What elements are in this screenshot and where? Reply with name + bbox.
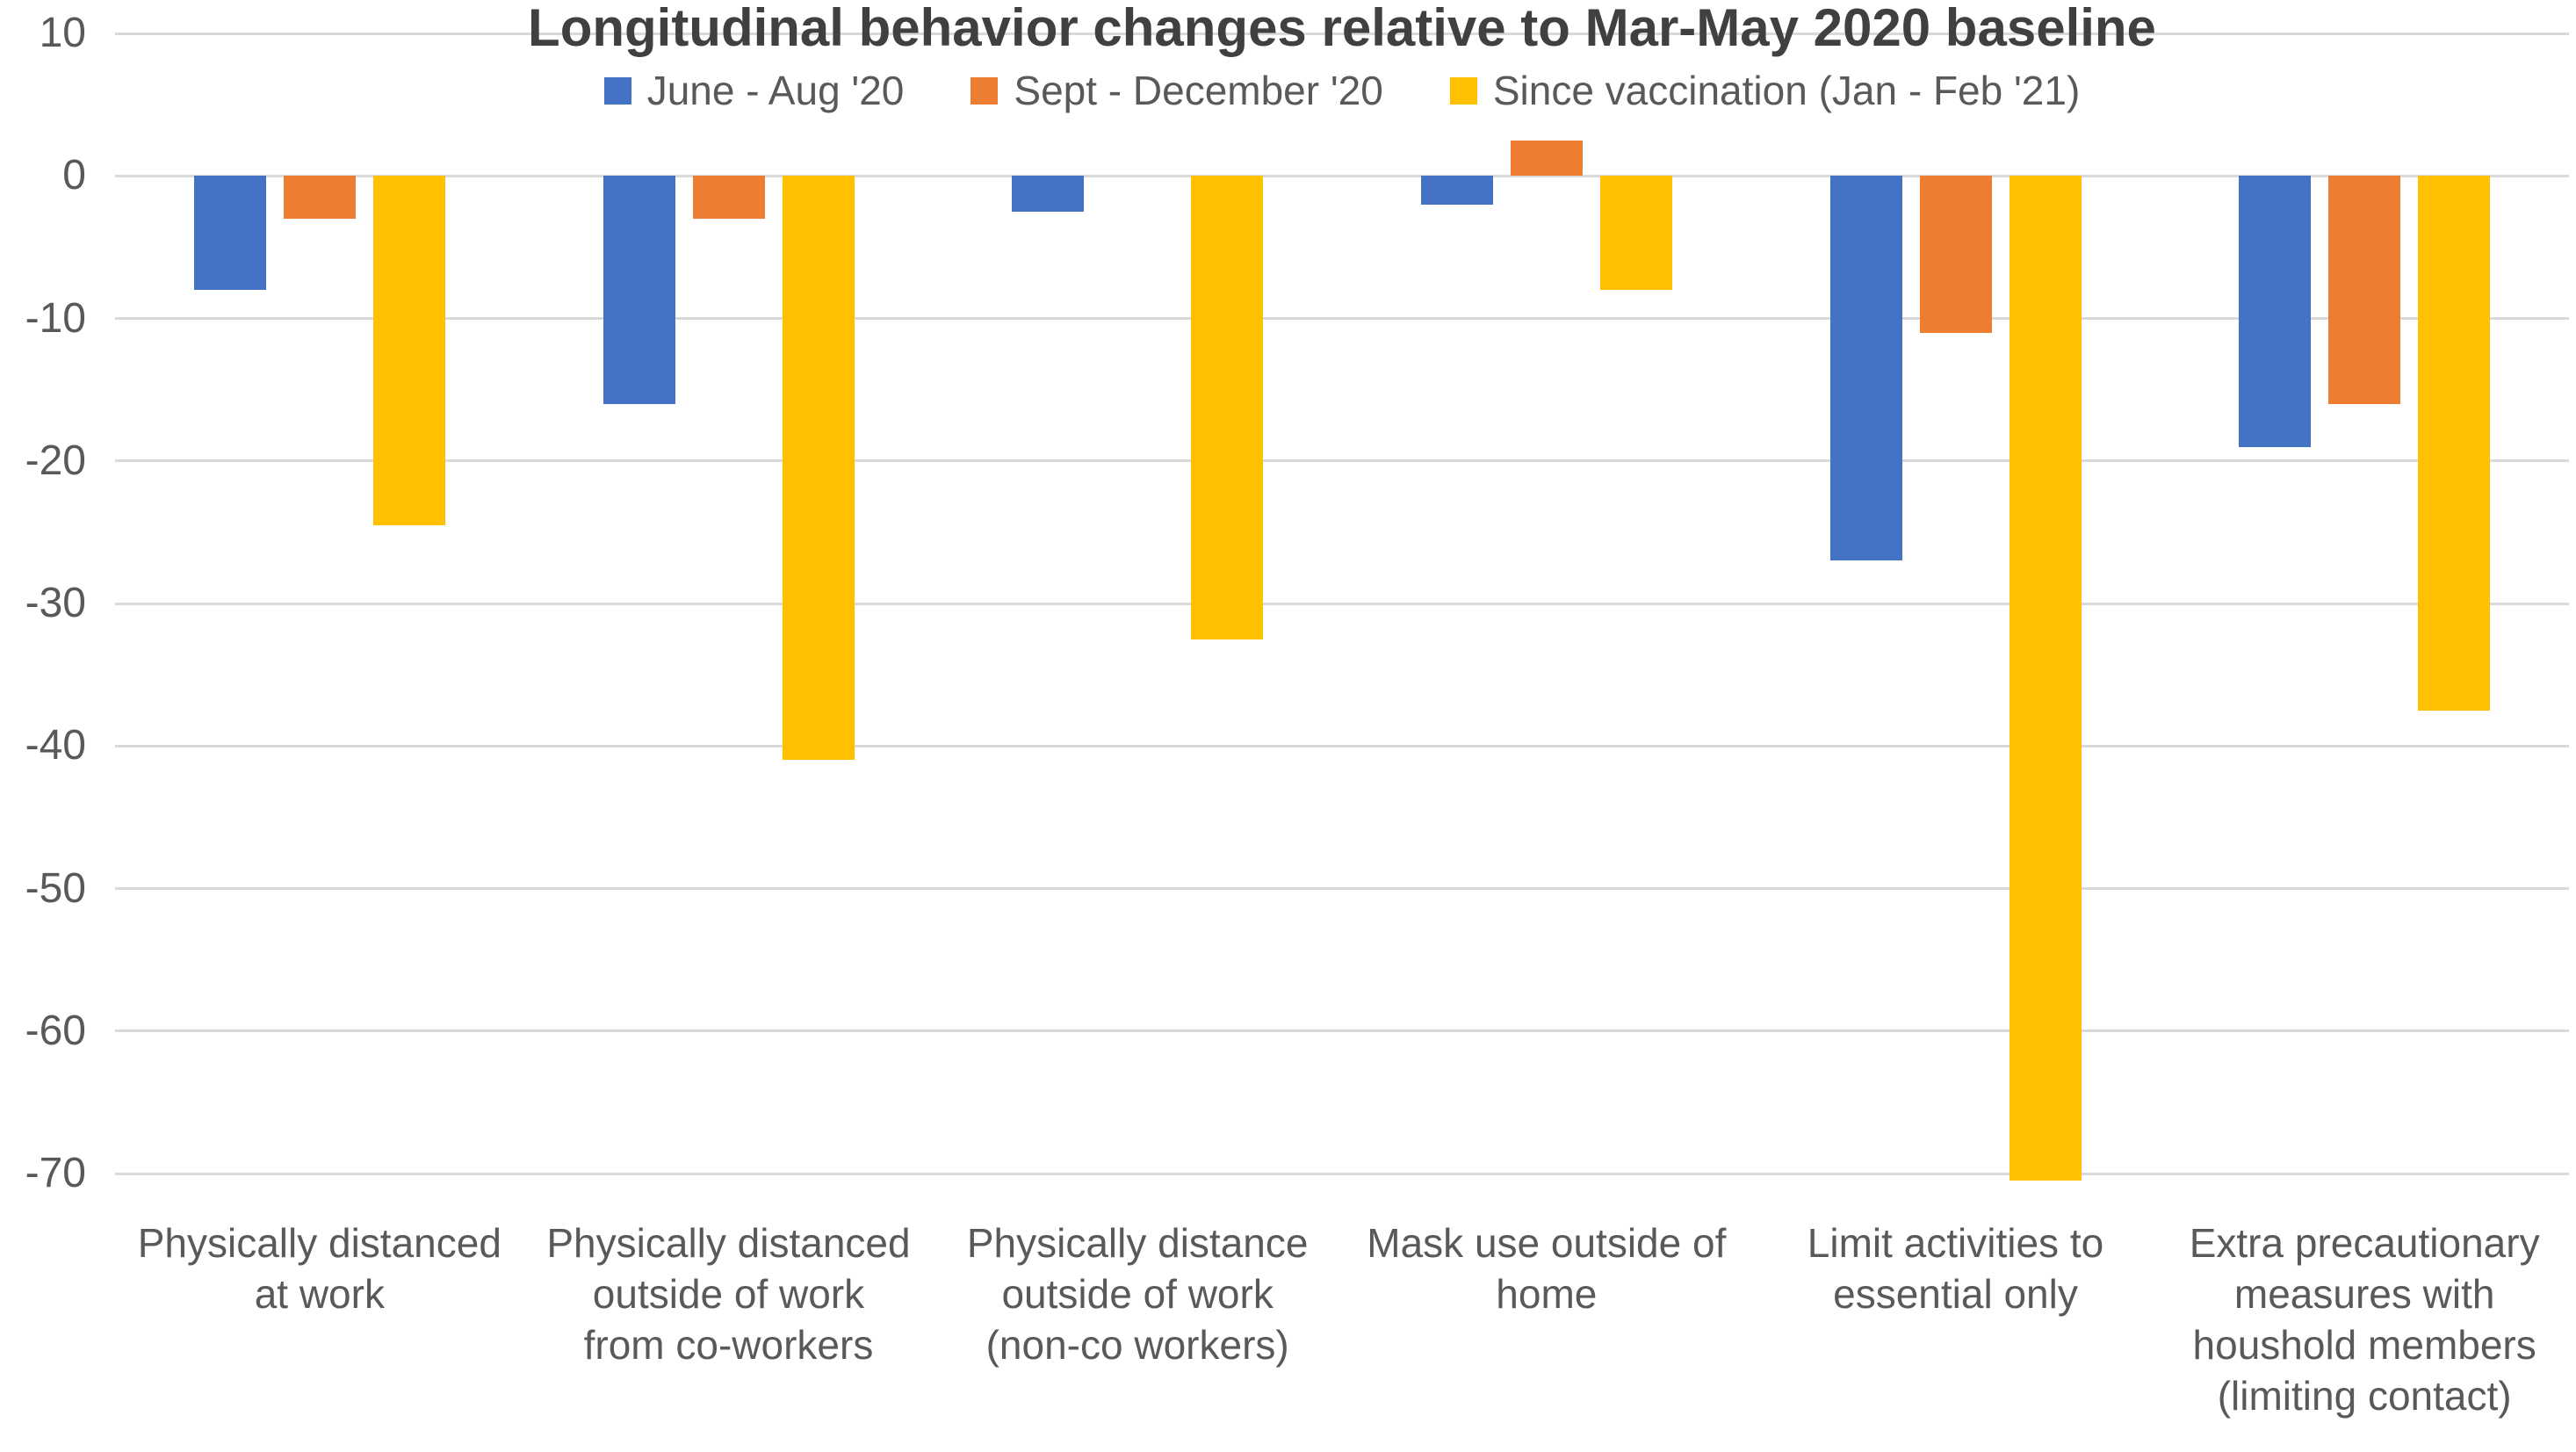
gridline: [115, 1029, 2569, 1033]
chart-title: Longitudinal behavior changes relative t…: [528, 0, 2156, 57]
y-tick-label: -50: [25, 864, 86, 912]
bar: [283, 176, 356, 219]
x-category-label: Limit activities to essential only: [1751, 1217, 2161, 1319]
y-tick-label: -40: [25, 722, 86, 769]
gridline: [115, 459, 2569, 463]
x-category-label-line: at work: [254, 1271, 385, 1317]
x-category-label: Physically distance outside of work (non-c…: [933, 1217, 1342, 1370]
bar: [692, 176, 765, 219]
bar: [2009, 176, 2082, 1181]
legend-label: June - Aug '20: [646, 68, 905, 113]
x-category-label-line: outside of work: [592, 1271, 865, 1317]
bar: [1191, 176, 1264, 639]
bar: [1829, 176, 1902, 561]
legend-label: Sept - December '20: [1014, 68, 1383, 113]
y-tick-label: -70: [25, 1150, 86, 1196]
y-tick-label: -20: [25, 437, 86, 484]
bar: [1420, 176, 1493, 205]
gridline: [115, 744, 2569, 748]
bar: [2239, 176, 2312, 447]
y-tick-label: 10: [39, 10, 86, 56]
x-category-label: Mask use outside of home: [1342, 1217, 1751, 1319]
x-category-label: Physically distanced outside of work from …: [524, 1217, 934, 1370]
x-category-label-line: houshold members: [2192, 1322, 2536, 1368]
bar: [1919, 176, 1992, 333]
legend-swatch-icon: [1449, 76, 1477, 105]
legend-item: Sept - December '20: [971, 67, 1383, 114]
gridline: [115, 1172, 2569, 1175]
x-category-label-line: Physically distance: [966, 1220, 1309, 1266]
bar: [603, 176, 675, 404]
x-category-label-line: Physically distanced: [137, 1220, 501, 1266]
legend-item: June - Aug '20: [603, 67, 905, 114]
x-category-label-line: outside of work: [1001, 1271, 1274, 1317]
y-tick-label: -30: [25, 580, 86, 626]
x-category-label: Physically distanced at work: [115, 1217, 524, 1319]
y-tick-label: -10: [25, 294, 86, 342]
bar: [193, 176, 266, 291]
x-category-label-line: home: [1496, 1271, 1598, 1317]
y-tick-label: -60: [25, 1007, 86, 1054]
x-category-label-line: measures with: [2233, 1271, 2495, 1317]
bar: [1510, 140, 1583, 177]
y-tick-label: 0: [62, 152, 86, 199]
x-category-label-line: (non-co workers): [985, 1322, 1289, 1368]
x-category-label-line: Mask use outside of: [1367, 1220, 1727, 1266]
gridline: [115, 32, 2569, 35]
bar: [1012, 176, 1085, 212]
gridline: [115, 317, 2569, 320]
legend-label: Since vaccination (Jan - Feb '21): [1492, 68, 2081, 113]
legend-swatch-icon: [971, 76, 999, 105]
x-category-label-line: from co-workers: [583, 1322, 874, 1368]
x-category-label-line: (limiting contact): [2217, 1373, 2512, 1419]
plot-area: [115, 32, 2569, 1181]
legend-swatch-icon: [603, 76, 631, 105]
bar: [1599, 176, 1672, 291]
legend: June - Aug '20 Sept - December '20 Since v…: [115, 67, 2569, 114]
gridline: [115, 887, 2569, 890]
x-category-label-line: essential only: [1833, 1271, 2078, 1317]
gridline: [115, 602, 2569, 605]
x-category-label: Extra precautionary measures with houshold…: [2160, 1217, 2569, 1421]
bar: [372, 176, 445, 525]
legend-item: Since vaccination (Jan - Feb '21): [1449, 67, 2081, 114]
x-category-label-line: Extra precautionary: [2189, 1220, 2540, 1266]
bar: [2418, 176, 2491, 711]
bar: [782, 176, 855, 761]
gridline: [115, 174, 2569, 177]
x-category-label-line: Physically distanced: [546, 1220, 911, 1266]
bar: [2328, 176, 2401, 404]
x-category-label-line: Limit activities to: [1807, 1220, 2104, 1266]
